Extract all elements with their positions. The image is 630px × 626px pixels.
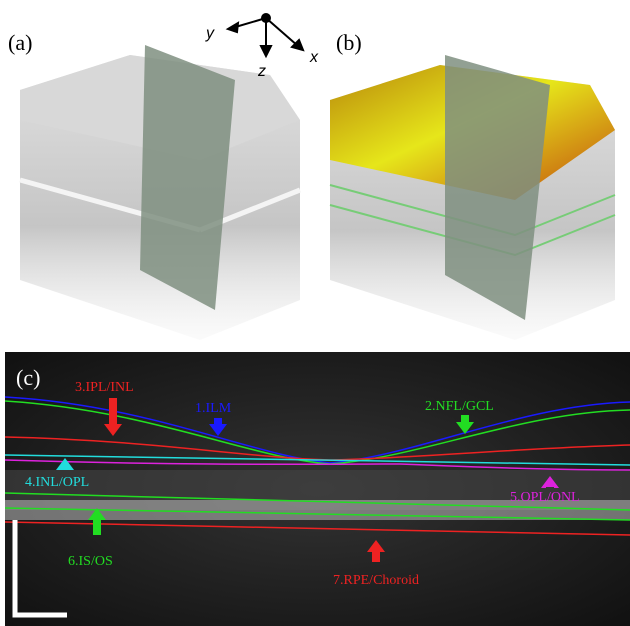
- panel-label: (c): [16, 365, 40, 390]
- layer-label: 5.OPL/ONL: [510, 490, 580, 505]
- layer-arrow: [88, 508, 106, 535]
- layer-boundary: [4, 521, 630, 536]
- axis-x: x: [309, 49, 319, 66]
- axes-icon: [225, 13, 305, 59]
- layer-arrow: [56, 458, 74, 470]
- layer-label: 1.ILM: [195, 401, 232, 416]
- layer-arrow: [541, 476, 559, 488]
- layer-boundary: [4, 507, 630, 521]
- axis-y: y: [205, 25, 215, 42]
- layer-label: 4.INL/OPL: [25, 475, 89, 490]
- layer-label: 7.RPE/Choroid: [333, 573, 419, 588]
- layer-label: 6.IS/OS: [68, 554, 113, 569]
- layer-arrow: [104, 398, 122, 436]
- layer-label: 2.NFL/GCL: [425, 399, 494, 414]
- panel-label: (b): [336, 30, 362, 55]
- panel-label: (a): [8, 30, 32, 55]
- block-b: [329, 55, 616, 340]
- layer-label: 3.IPL/INL: [75, 380, 134, 395]
- layer-boundary: [4, 459, 630, 471]
- layer-arrow: [367, 540, 385, 562]
- layer-arrow: [456, 415, 474, 434]
- scale-bar: [12, 520, 67, 618]
- block-a: [19, 45, 301, 340]
- layer-boundary: [4, 396, 630, 464]
- layer-boundary: [4, 454, 630, 466]
- layer-arrow: [209, 418, 227, 436]
- axis-z: z: [257, 63, 266, 80]
- layer-boundary: [4, 492, 630, 511]
